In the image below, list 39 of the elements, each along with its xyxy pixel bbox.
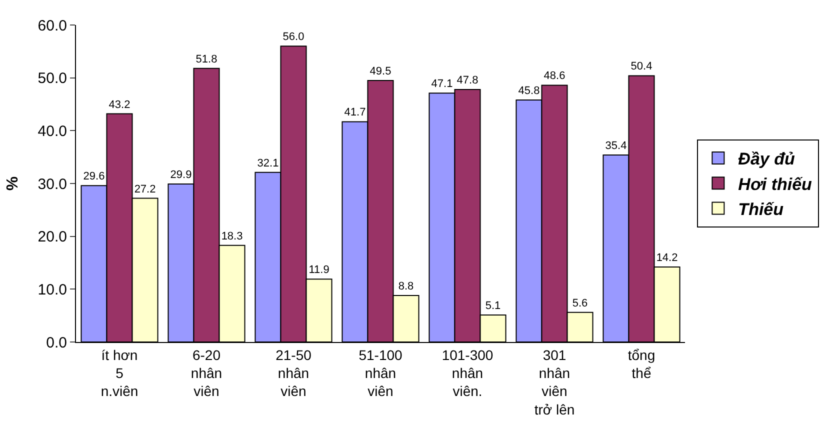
- y-tick-label: 20.0: [38, 228, 67, 246]
- data-label: 18.3: [221, 230, 243, 242]
- data-label: 50.4: [630, 60, 652, 73]
- data-label: 41.7: [344, 106, 366, 119]
- x-tick-label: tổng thể: [628, 346, 656, 381]
- legend-label: Đầy đủ: [738, 150, 796, 169]
- data-label: 27.2: [134, 183, 156, 196]
- data-label: 5.6: [572, 297, 588, 310]
- y-axis-title: %: [4, 176, 22, 191]
- data-label: 49.5: [370, 65, 392, 78]
- data-label: 48.6: [544, 70, 566, 82]
- data-label: 29.9: [170, 169, 192, 182]
- data-label: 32.1: [257, 157, 279, 170]
- data-label: 14.2: [656, 252, 678, 264]
- y-tick-label: 60.0: [38, 17, 67, 34]
- x-tick-label: ít hơn 5 n.viên: [100, 346, 138, 400]
- data-label: 8.8: [398, 280, 414, 293]
- legend-label: Thiếu: [738, 200, 784, 219]
- data-label: 11.9: [308, 264, 330, 276]
- x-tick-label: 301 nhân viên trở lên: [534, 346, 575, 418]
- y-tick-label: 10.0: [38, 281, 67, 298]
- x-tick-label: 21-50 nhân viên: [276, 346, 312, 400]
- data-label: 47.1: [431, 78, 453, 90]
- data-label: 45.8: [518, 85, 540, 98]
- data-label: 43.2: [108, 98, 130, 111]
- x-tick-label: 101-300 nhân viên.: [442, 346, 494, 400]
- data-label: 35.4: [605, 140, 627, 152]
- x-tick-label: 51-100 nhân viên: [358, 346, 403, 400]
- data-label: 5.1: [485, 300, 501, 312]
- y-tick-label: 30.0: [38, 176, 67, 193]
- legend-label: Hơi thiếu: [738, 174, 813, 194]
- data-label: 47.8: [456, 74, 478, 86]
- data-label: 29.6: [83, 170, 105, 183]
- y-tick-label: 0.0: [46, 334, 67, 352]
- data-label: 56.0: [282, 31, 304, 44]
- y-tick-label: 50.0: [38, 70, 67, 88]
- data-label: 51.8: [196, 53, 218, 66]
- x-tick-label: 6-20 nhân viên: [190, 346, 222, 400]
- y-tick-label: 40.0: [38, 122, 67, 140]
